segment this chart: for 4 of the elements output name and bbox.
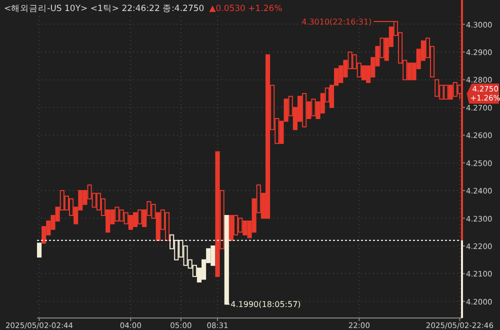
chart-title: <해외금리-US 10Y> <1틱> 22:46:22 종:4.2750 [4,4,204,14]
chart-subtitle: ▲0.0530 +1.26% [209,4,282,14]
annotation: 4.3010(22:16:31) [302,18,372,27]
annotation: 4.1990(18:05:57) [230,300,301,310]
